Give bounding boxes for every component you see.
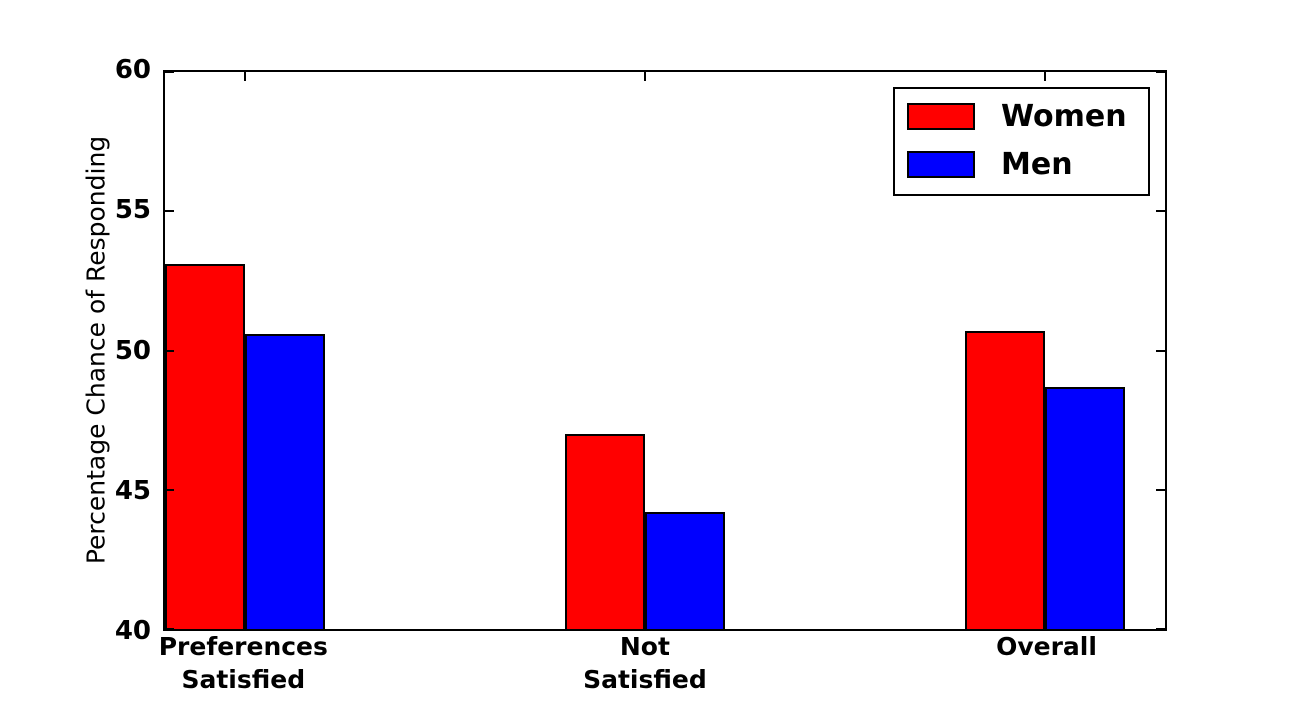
y-tick-label-55: 55 — [114, 195, 151, 226]
x-tick-mark-top-1 — [644, 72, 646, 81]
x-category-label-2: Overall — [996, 632, 1097, 661]
legend-label-men: Men — [1001, 147, 1073, 182]
bar-women-2 — [965, 331, 1045, 629]
y-axis-tick-labels: 40 45 50 55 60 — [0, 57, 157, 644]
x-tick-mark-top-0 — [244, 72, 246, 81]
y-tick-mark-right-50 — [1156, 349, 1165, 352]
bar-men-1 — [645, 512, 725, 629]
y-tick-mark-left-45 — [165, 488, 174, 491]
y-tick-label-50: 50 — [114, 335, 151, 366]
y-tick-mark-right-40 — [1156, 628, 1165, 630]
y-tick-label-45: 45 — [114, 475, 151, 506]
y-tick-mark-right-45 — [1156, 488, 1165, 491]
legend-item-men: Men — [907, 147, 1148, 182]
y-tick-mark-left-50 — [165, 349, 174, 352]
y-tick-mark-left-60 — [165, 71, 174, 73]
legend-color-patch-women — [907, 103, 975, 130]
x-axis-category-labels: Preferences Satisfied Not Satisfied Overal… — [159, 630, 1167, 700]
legend-color-patch-men — [907, 151, 975, 178]
x-tick-mark-bottom-1 — [644, 620, 646, 629]
bar-women-1 — [565, 434, 645, 629]
x-category-label-1: Not Satisfied — [583, 632, 707, 694]
y-tick-mark-left-40 — [165, 628, 174, 630]
y-tick-mark-left-55 — [165, 210, 174, 213]
y-tick-mark-right-60 — [1156, 71, 1165, 73]
legend-label-women: Women — [1001, 99, 1127, 134]
x-tick-mark-bottom-2 — [1044, 620, 1046, 629]
x-category-label-0: Preferences Satisfied — [158, 632, 328, 694]
y-tick-mark-right-55 — [1156, 210, 1165, 213]
legend-item-women: Women — [907, 99, 1148, 134]
y-tick-label-40: 40 — [114, 616, 151, 646]
legend: Women Men — [893, 87, 1150, 196]
bar-men-2 — [1045, 386, 1125, 629]
x-tick-mark-bottom-0 — [244, 620, 246, 629]
bar-men-0 — [245, 333, 325, 629]
bar-women-0 — [165, 264, 245, 629]
y-tick-label-60: 60 — [114, 55, 151, 85]
x-tick-mark-top-2 — [1044, 72, 1046, 81]
